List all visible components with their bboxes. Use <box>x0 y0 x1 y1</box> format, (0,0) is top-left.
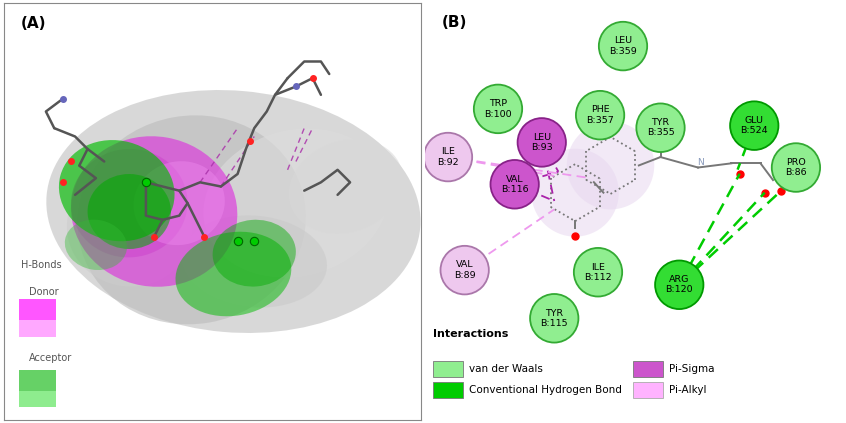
Circle shape <box>636 104 684 152</box>
Text: TRP
B:100: TRP B:100 <box>484 99 512 118</box>
Circle shape <box>491 160 539 209</box>
Text: ILE
B:112: ILE B:112 <box>585 263 612 282</box>
FancyBboxPatch shape <box>19 299 57 337</box>
Ellipse shape <box>71 136 238 287</box>
Ellipse shape <box>67 170 191 287</box>
Text: (B): (B) <box>442 15 467 30</box>
Text: Pi-Sigma: Pi-Sigma <box>669 364 714 374</box>
FancyBboxPatch shape <box>433 382 463 398</box>
Ellipse shape <box>71 149 188 257</box>
Text: van der Waals: van der Waals <box>469 364 543 374</box>
Text: TYR
B:355: TYR B:355 <box>646 118 674 137</box>
Ellipse shape <box>65 220 127 270</box>
Ellipse shape <box>134 161 225 245</box>
FancyBboxPatch shape <box>19 370 57 407</box>
Ellipse shape <box>203 129 388 277</box>
Text: PRO
B:86: PRO B:86 <box>785 158 807 177</box>
Circle shape <box>424 133 472 181</box>
Text: PHE
B:357: PHE B:357 <box>586 105 614 125</box>
Circle shape <box>567 121 654 209</box>
FancyBboxPatch shape <box>634 361 662 377</box>
Ellipse shape <box>88 174 171 249</box>
Ellipse shape <box>212 220 296 286</box>
Text: (A): (A) <box>21 16 47 30</box>
FancyBboxPatch shape <box>433 361 463 377</box>
Ellipse shape <box>182 215 327 308</box>
Ellipse shape <box>175 232 291 316</box>
Circle shape <box>730 102 778 150</box>
Text: Donor: Donor <box>30 286 59 297</box>
Circle shape <box>655 261 703 309</box>
Text: H-Bonds: H-Bonds <box>21 260 62 270</box>
Ellipse shape <box>78 115 306 324</box>
Text: Conventional Hydrogen Bond: Conventional Hydrogen Bond <box>469 385 622 395</box>
Circle shape <box>518 118 566 167</box>
Text: Pi-Alkyl: Pi-Alkyl <box>669 385 706 395</box>
Text: TYR
B:115: TYR B:115 <box>541 309 568 328</box>
Text: Interactions: Interactions <box>433 329 508 339</box>
FancyBboxPatch shape <box>634 382 662 398</box>
Text: GLU
B:524: GLU B:524 <box>740 116 768 135</box>
Ellipse shape <box>288 139 403 234</box>
Text: LEU
B:93: LEU B:93 <box>531 133 552 152</box>
Circle shape <box>772 143 820 192</box>
Ellipse shape <box>47 90 420 333</box>
Text: LEU
B:359: LEU B:359 <box>609 36 637 56</box>
Circle shape <box>574 248 622 297</box>
Circle shape <box>599 22 647 70</box>
FancyBboxPatch shape <box>19 320 57 337</box>
Circle shape <box>474 85 522 133</box>
Text: N: N <box>697 159 704 168</box>
Circle shape <box>531 149 618 236</box>
Circle shape <box>441 246 489 294</box>
Text: VAL
B:89: VAL B:89 <box>453 261 475 280</box>
FancyBboxPatch shape <box>19 391 57 407</box>
Text: Acceptor: Acceptor <box>30 353 73 363</box>
Ellipse shape <box>59 140 174 241</box>
Text: ILE
B:92: ILE B:92 <box>437 147 459 167</box>
Circle shape <box>576 91 624 140</box>
Text: VAL
B:116: VAL B:116 <box>501 175 529 194</box>
Text: ARG
B:120: ARG B:120 <box>666 275 693 294</box>
Circle shape <box>530 294 579 343</box>
